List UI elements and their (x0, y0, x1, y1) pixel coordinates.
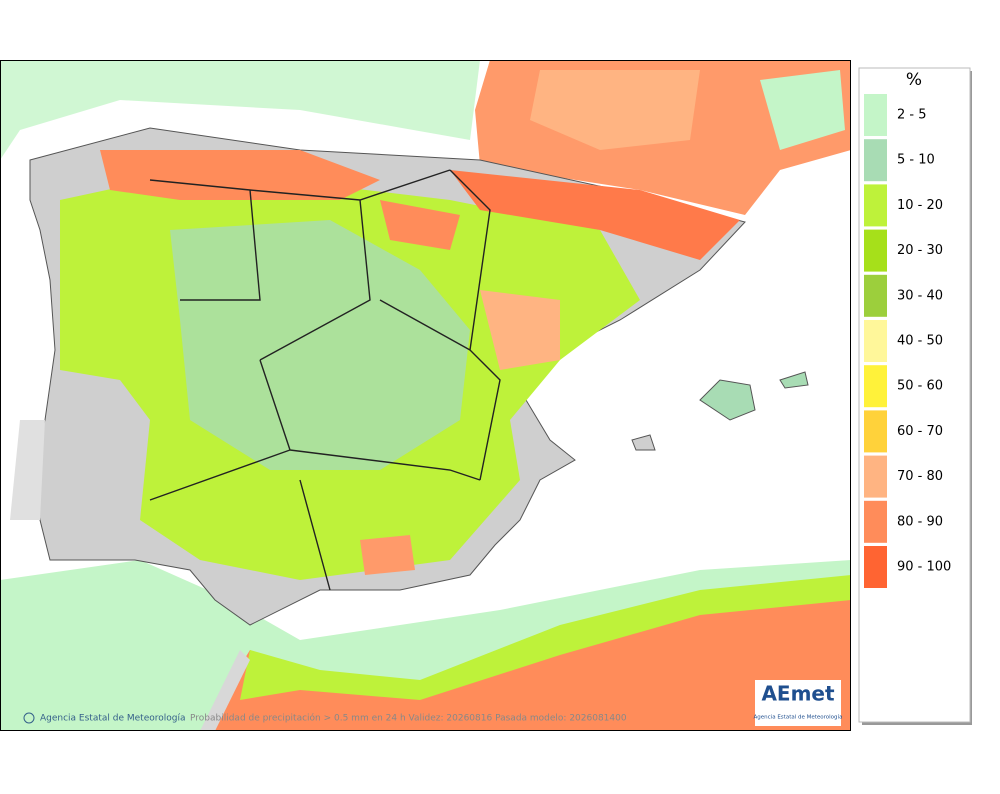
legend-swatch (864, 455, 887, 498)
logo-box (755, 680, 841, 726)
logo-subtitle: Agencia Estatal de Meteorología (754, 714, 843, 721)
legend-swatch (864, 546, 887, 588)
legend-label: 20 - 30 (897, 243, 943, 258)
legend-label: 5 - 10 (897, 153, 935, 168)
caption: Probabilidad de precipitación > 0.5 mm e… (190, 713, 627, 724)
credit: Agencia Estatal de Meteorología (40, 714, 186, 724)
legend-label: 90 - 100 (897, 560, 951, 575)
copyright-icon (23, 712, 35, 724)
legend-swatch (864, 410, 887, 453)
legend-swatch (864, 365, 887, 408)
legend-swatch (864, 94, 887, 136)
map (1, 60, 851, 731)
legend-label: 80 - 90 (897, 514, 943, 529)
logo: AEmet (761, 682, 835, 706)
legend-swatch (864, 184, 887, 227)
legend-swatch (864, 500, 887, 543)
legend-label: 2 - 5 (897, 108, 927, 123)
legend-title: % (906, 70, 922, 90)
legend-swatch (864, 320, 887, 362)
legend-label: 70 - 80 (897, 469, 943, 484)
legend-items: 2 - 5 5 - 10 10 - 20 20 - 30 30 - 40 40 - 50 5… (864, 94, 951, 588)
legend-swatch (864, 274, 887, 317)
legend-label: 50 - 60 (897, 379, 943, 394)
legend-label: 40 - 50 (897, 334, 943, 349)
legend-label: 60 - 70 (897, 424, 943, 439)
legend-swatch (864, 229, 887, 272)
legend-label: 10 - 20 (897, 198, 943, 213)
legend-label: 30 - 40 (897, 288, 943, 303)
legend-swatch (864, 139, 887, 182)
